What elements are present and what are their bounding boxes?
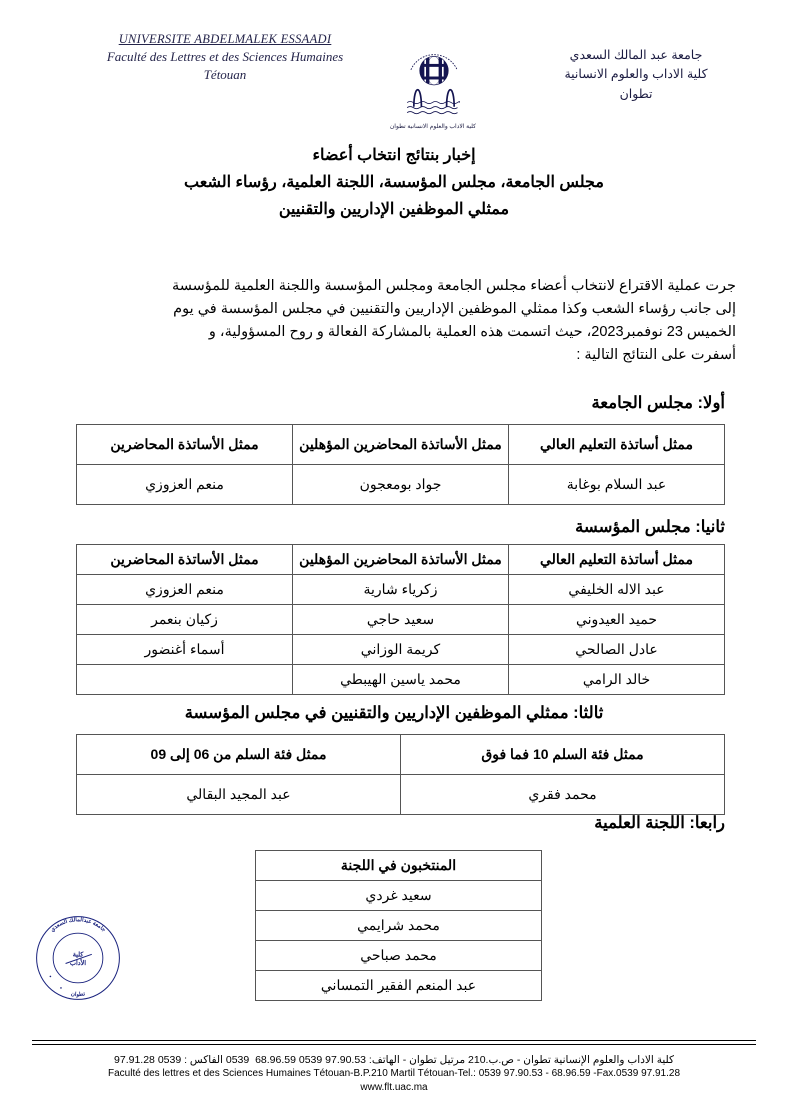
- svg-text:تطوان: تطوان: [70, 990, 86, 998]
- svg-text:جامعة عبدالمالك السعدي: جامعة عبدالمالك السعدي: [49, 916, 106, 933]
